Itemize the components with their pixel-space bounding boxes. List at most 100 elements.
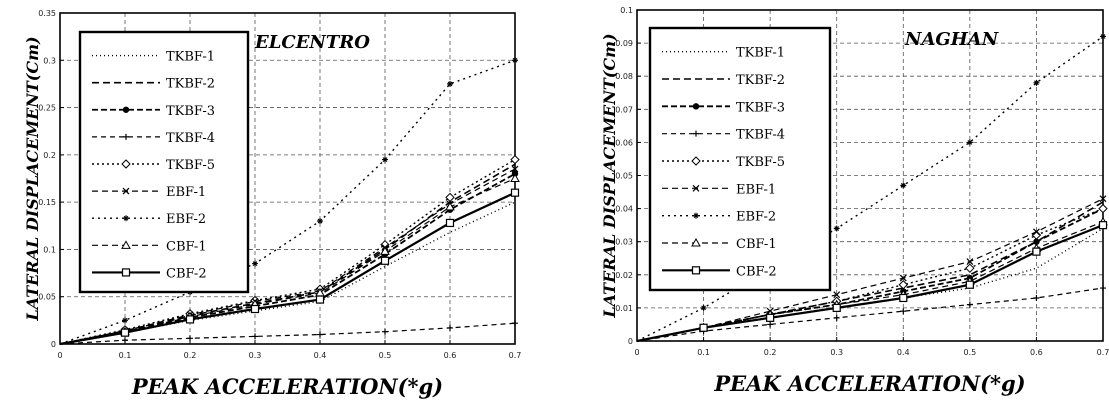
legend: TKBF-1 TKBF-2 TKBF-3 TKBF-4 TKBF-5 EBF-1 EBF-2…	[78, 30, 250, 294]
legend-marker	[693, 130, 699, 137]
x-tick-label: 0.3	[249, 351, 262, 360]
data-point	[1033, 228, 1040, 236]
data-point	[833, 291, 841, 299]
data-point	[1033, 294, 1040, 301]
y-tick-label: 0.09	[615, 39, 633, 48]
data-point	[900, 182, 907, 189]
data-point	[899, 274, 907, 282]
elcentro-chart: 0 0.1 0.2 0.3 0.4 0.5 0.6 0.7 0 0.05 0.1 0.15 0.2 0.2…	[23, 9, 521, 399]
x-tick-label: 0.4	[314, 351, 327, 360]
x-tick-label: 0.7	[1097, 348, 1109, 357]
y-tick-label: 0.1	[620, 6, 633, 15]
legend-label: TKBF-2	[166, 77, 215, 92]
data-point	[315, 295, 325, 304]
data-point	[511, 165, 519, 173]
data-point	[122, 337, 128, 344]
y-tick-label: 0.1	[43, 245, 56, 254]
legend-label: TKBF-5	[166, 158, 215, 173]
x-tick-label: 0	[57, 351, 62, 360]
x-tick-label: 0.3	[830, 348, 843, 357]
data-point	[900, 308, 907, 315]
data-point	[767, 321, 774, 328]
y-tick-label: 0.05	[38, 293, 56, 302]
data-point	[965, 263, 975, 273]
series-line	[59, 322, 516, 345]
y-tick-label: 0.25	[38, 104, 56, 113]
series-line	[636, 35, 1104, 342]
legend-label: EBF-1	[166, 185, 206, 200]
y-tick-label: 0.08	[615, 72, 633, 81]
series-cbf-2	[59, 188, 520, 346]
legend-label: TKBF-1	[166, 50, 215, 65]
legend-marker	[691, 156, 701, 166]
series-line	[59, 177, 516, 345]
legend-label: TKBF-4	[166, 131, 215, 146]
data-point	[122, 317, 128, 324]
legend: TKBF-1 TKBF-2 TKBF-3 TKBF-4 TKBF-5 EBF-1 EBF-2…	[648, 26, 832, 292]
data-point	[1100, 33, 1106, 40]
data-point	[1099, 195, 1107, 203]
legend-marker	[692, 184, 700, 192]
data-point	[512, 320, 518, 327]
data-point	[898, 280, 908, 290]
data-point	[445, 218, 455, 228]
x-tick-label: 0.2	[184, 351, 197, 360]
y-tick-label: 0.05	[615, 172, 633, 181]
y-tick-label: 0.01	[615, 304, 633, 313]
series-tkbf-4	[636, 285, 1106, 342]
data-point	[832, 303, 841, 312]
series-tkbf-4	[59, 320, 518, 345]
data-point	[382, 328, 388, 335]
data-point	[965, 280, 974, 289]
data-point	[700, 304, 707, 311]
y-tick-label: 0.03	[615, 238, 633, 247]
x-tick-label: 0.5	[963, 348, 976, 357]
legend-label: TKBF-3	[736, 100, 785, 115]
legend-marker	[121, 159, 131, 169]
data-point	[1032, 247, 1041, 256]
x-tick-label: 0.1	[697, 348, 710, 357]
legend-box	[78, 30, 250, 294]
legend-marker	[691, 237, 701, 247]
y-tick-label: 0.3	[43, 56, 56, 65]
series-cbf-2	[636, 221, 1108, 343]
data-point	[512, 57, 518, 64]
y-tick-label: 0.07	[615, 105, 633, 114]
legend-marker	[122, 106, 130, 113]
data-point	[1098, 203, 1108, 214]
legend-marker	[123, 133, 129, 140]
y-tick-label: 0.02	[615, 271, 633, 280]
data-point	[966, 258, 974, 265]
series-line	[59, 168, 516, 345]
legend-marker	[693, 212, 699, 219]
data-point	[833, 225, 840, 232]
y-tick-label: 0.15	[38, 198, 56, 207]
series-line	[636, 287, 1104, 342]
legend-label: CBF-2	[736, 264, 777, 279]
data-point	[966, 139, 973, 146]
data-point	[1098, 221, 1108, 230]
data-point	[699, 323, 708, 332]
x-tick-label: 0.2	[764, 348, 777, 357]
legend-marker	[121, 268, 131, 277]
data-point	[187, 335, 193, 342]
data-point	[447, 324, 453, 331]
y-axis-label: LATERAL DISPLACEMENT(Cm)	[600, 33, 619, 318]
legend-box	[648, 26, 832, 292]
series-line	[59, 173, 516, 345]
data-point	[252, 333, 258, 340]
y-axis-label: LATERAL DISPLACEMENT(Cm)	[23, 36, 42, 321]
data-point	[445, 201, 455, 211]
data-point	[445, 192, 455, 203]
series-line	[59, 158, 516, 345]
legend-label: CBF-2	[166, 266, 207, 281]
chart-title: ELCENTRO	[254, 32, 370, 53]
y-tick-label: 0.04	[615, 205, 633, 214]
data-point	[380, 246, 390, 255]
x-tick-label: 0.6	[1030, 348, 1043, 357]
x-axis-label: PEAK ACCELERATION(*g)	[713, 371, 1025, 396]
data-point	[510, 173, 520, 182]
y-tick-label: 0	[51, 340, 56, 349]
data-point	[899, 293, 908, 303]
